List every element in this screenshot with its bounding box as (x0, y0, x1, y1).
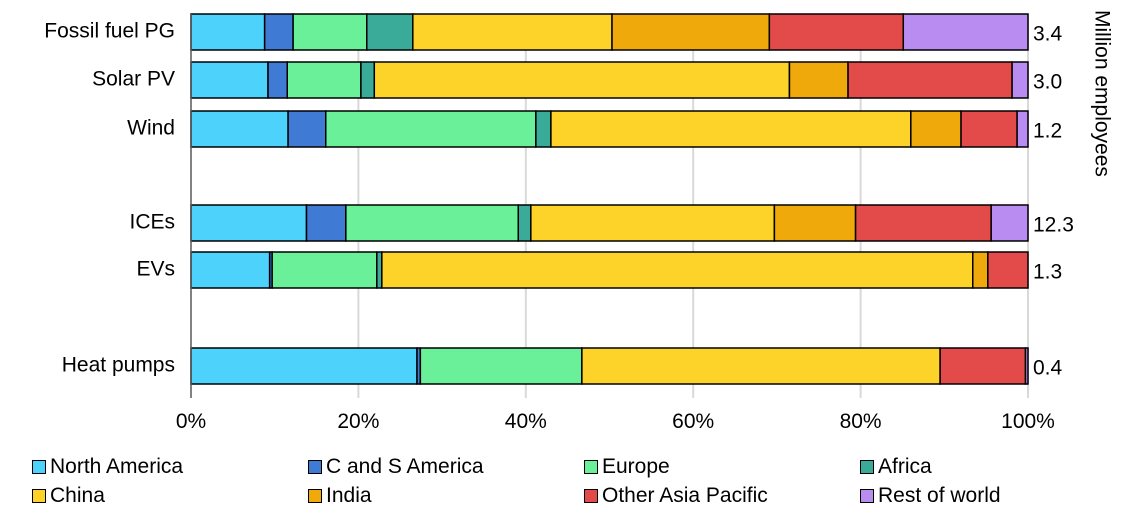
legend-item: India (308, 484, 584, 508)
x-tick-label: 20% (337, 410, 379, 433)
legend-item: C and S America (308, 455, 584, 479)
x-tick-label: 0% (176, 410, 206, 433)
total-labels: 3.4 3.0 1.2 12.3 1.3 0.4 (1033, 23, 1074, 380)
legend-label: North America (50, 454, 184, 478)
x-tick-label: 60% (672, 410, 714, 433)
legend-swatch (584, 488, 598, 503)
bar-segment-c-and-s-america (287, 110, 327, 148)
legend-item: China (32, 484, 308, 508)
category-label: Heat pumps (62, 354, 175, 377)
total-label: 3.4 (1033, 23, 1063, 46)
bar-segment-north-america (190, 110, 289, 148)
bar-segment-china (550, 110, 912, 148)
bar-segment-europe (271, 251, 378, 289)
bar-segment-europe (419, 347, 583, 385)
bar-segment-north-america (190, 251, 271, 289)
bar-segment-north-america (190, 204, 308, 242)
legend: North America C and S America Europe Africa… (32, 452, 1092, 510)
bar-segment-other-asia-pacific (939, 347, 1027, 385)
legend-item: Rest of world (860, 484, 1092, 508)
category-label: ICEs (129, 211, 175, 234)
bar-segment-china (381, 251, 974, 289)
x-tick-label: 80% (840, 410, 882, 433)
legend-item: Other Asia Pacific (584, 484, 860, 508)
bar-segment-africa (360, 61, 376, 99)
bar-segment-china (530, 204, 776, 242)
bar-segment-africa (366, 13, 414, 51)
bar-segment-india (611, 13, 771, 51)
bar-segment-other-asia-pacific (847, 61, 1013, 99)
total-label: 0.4 (1033, 357, 1063, 380)
total-label: 12.3 (1033, 214, 1074, 237)
legend-row: China India Other Asia Pacific Rest of worl… (32, 481, 1092, 510)
legend-label: C and S America (326, 454, 484, 478)
bar-segment-india (773, 204, 857, 242)
bar-segment-india (910, 110, 962, 148)
stacked-bar-chart: Fossil fuel PG Solar PV Wind ICEs EVs Heat pu… (44, 10, 1113, 433)
bar-segment-europe (325, 110, 537, 148)
bar-segment-other-asia-pacific (854, 204, 992, 242)
total-label: 1.2 (1033, 120, 1062, 143)
bar-segment-other-asia-pacific (768, 13, 905, 51)
x-tick-labels: 0% 20% 40% 60% 80% 100% (176, 410, 1055, 433)
right-axis-label: Million employees (1090, 10, 1113, 177)
legend-label: Africa (878, 454, 932, 478)
bar-segment-c-and-s-america (263, 13, 294, 51)
bar-segment-india (788, 61, 849, 99)
bar-segment-north-america (190, 347, 418, 385)
category-label: Solar PV (92, 68, 175, 91)
category-labels: Fossil fuel PG Solar PV Wind ICEs EVs Heat pu… (44, 20, 175, 377)
total-label: 1.3 (1033, 261, 1062, 284)
bar-segment-europe (286, 61, 362, 99)
legend-row: North America C and S America Europe Africa (32, 452, 1092, 481)
category-label: EVs (136, 258, 175, 281)
bar-segment-africa (517, 204, 532, 242)
legend-item: Africa (860, 455, 1092, 479)
legend-label: Europe (602, 454, 670, 478)
bar-segment-c-and-s-america (305, 204, 347, 242)
bar-segment-north-america (190, 61, 269, 99)
bar-segment-africa (376, 251, 383, 289)
bar-segment-rest-of-world (990, 204, 1029, 242)
x-tick-label: 40% (505, 410, 547, 433)
bar-segment-rest-of-world (1016, 110, 1029, 148)
legend-label: China (50, 483, 105, 507)
legend-item: Europe (584, 455, 860, 479)
bar-segment-europe (292, 13, 368, 51)
bar-segment-other-asia-pacific (987, 251, 1029, 289)
legend-label: India (326, 483, 372, 507)
legend-swatch (308, 488, 322, 503)
bar-segment-rest-of-world (1011, 61, 1029, 99)
bar-segment-china (412, 13, 613, 51)
legend-label: Other Asia Pacific (602, 483, 768, 507)
legend-swatch (584, 459, 598, 474)
bar-segment-china (581, 347, 941, 385)
legend-swatch (860, 459, 874, 474)
bar-segment-other-asia-pacific (960, 110, 1018, 148)
bar-segment-rest-of-world (902, 13, 1029, 51)
legend-swatch (32, 488, 46, 503)
legend-swatch (308, 459, 322, 474)
bar-segment-china (373, 61, 791, 99)
bar-segment-africa (535, 110, 552, 148)
bar-segment-c-and-s-america (267, 61, 289, 99)
bar-segment-north-america (190, 13, 266, 51)
x-tick-label: 100% (1001, 410, 1055, 433)
legend-swatch (32, 459, 46, 474)
total-label: 3.0 (1033, 71, 1062, 94)
category-label: Fossil fuel PG (44, 20, 175, 43)
bar-segment-rest-of-world (1024, 347, 1029, 385)
category-label: Wind (127, 117, 175, 140)
legend-swatch (860, 488, 874, 503)
legend-item: North America (32, 455, 308, 479)
legend-label: Rest of world (878, 483, 1001, 507)
bar-segment-india (972, 251, 989, 289)
bar-segment-europe (345, 204, 520, 242)
bars (190, 13, 1029, 385)
